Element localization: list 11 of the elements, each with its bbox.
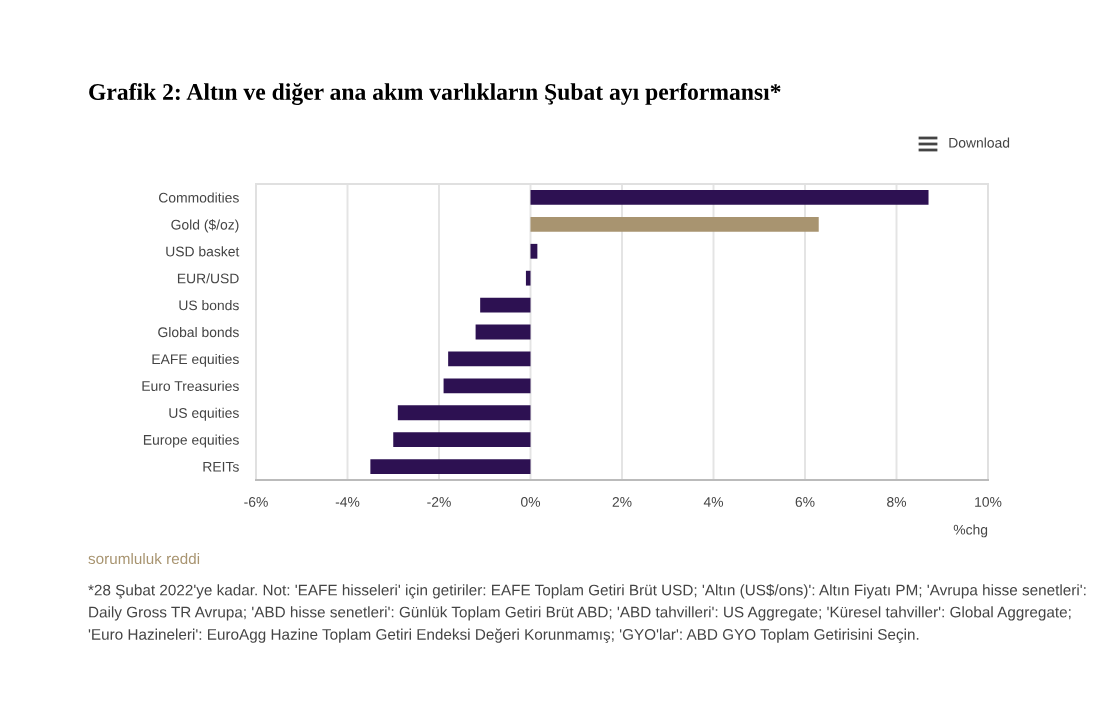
bar bbox=[480, 297, 531, 313]
bar bbox=[397, 405, 531, 421]
bar bbox=[370, 459, 531, 474]
bar bbox=[448, 351, 531, 367]
bar bbox=[443, 378, 531, 394]
bar bbox=[530, 216, 819, 232]
chart-title: Grafik 2: Altın ve diğer ana akım varlıkların Şubat ayı performansı* bbox=[89, 83, 781, 105]
bar bbox=[475, 324, 531, 340]
bar bbox=[530, 190, 929, 205]
bar bbox=[393, 432, 531, 448]
bar bbox=[530, 243, 538, 259]
